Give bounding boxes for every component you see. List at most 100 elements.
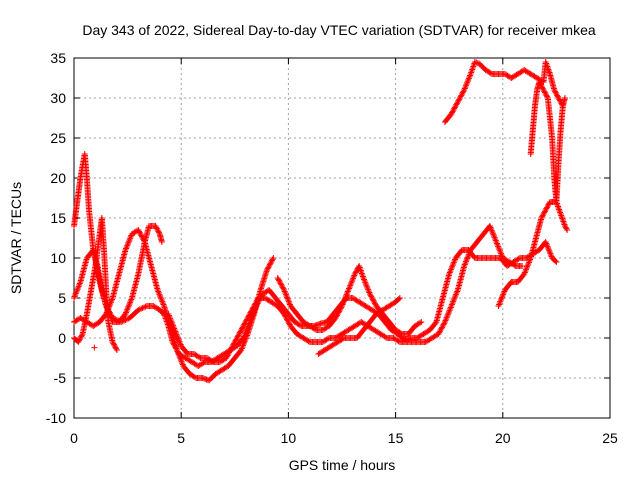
data-point <box>283 316 290 323</box>
data-point <box>253 297 260 304</box>
data-point <box>123 245 130 252</box>
data-point <box>136 306 143 313</box>
data-point <box>249 305 256 312</box>
data-point <box>543 240 550 247</box>
data-point <box>105 307 112 313</box>
data-point <box>153 224 160 231</box>
data-point <box>278 281 285 288</box>
data-point <box>459 89 466 96</box>
data-point <box>334 311 341 317</box>
data-point <box>268 257 275 264</box>
data-point <box>554 92 561 99</box>
data-point <box>515 255 522 262</box>
data-point <box>247 309 254 316</box>
data-point <box>471 59 478 65</box>
data-point <box>209 358 216 365</box>
data-point <box>280 285 287 292</box>
data-point <box>447 266 454 273</box>
data-point <box>242 319 249 325</box>
data-point <box>71 293 78 300</box>
data-point <box>157 294 164 301</box>
data-point <box>561 223 568 229</box>
data-point <box>523 265 530 272</box>
data-point <box>174 334 181 341</box>
data-point <box>155 289 162 296</box>
data-point <box>543 241 550 248</box>
data-point <box>351 271 358 277</box>
data-point <box>418 319 425 325</box>
data-point <box>492 236 499 243</box>
data-point <box>366 289 373 296</box>
data-point <box>449 109 456 116</box>
data-point <box>73 287 80 294</box>
data-point <box>360 275 367 281</box>
data-point <box>496 247 503 254</box>
data-point <box>340 298 347 305</box>
data-point <box>543 92 550 99</box>
data-point <box>74 286 81 293</box>
data-point <box>369 295 376 301</box>
data-point <box>553 259 560 265</box>
data-point <box>497 249 504 256</box>
data-point <box>248 308 255 315</box>
data-point <box>343 291 350 298</box>
data-point <box>111 343 118 349</box>
data-point <box>369 296 376 303</box>
data-point <box>241 321 248 328</box>
data-point <box>350 273 357 280</box>
data-point <box>467 72 474 79</box>
data-point <box>435 331 442 337</box>
data-point <box>177 340 184 347</box>
data-point <box>138 305 145 312</box>
data-point <box>488 225 495 232</box>
data-point <box>495 244 502 251</box>
y-axis-label: SDTVAR / TECUs <box>8 182 24 294</box>
data-point <box>121 317 128 324</box>
data-point <box>395 296 402 302</box>
data-point <box>445 310 452 317</box>
data-point <box>449 108 456 115</box>
data-point <box>311 326 318 333</box>
data-point <box>336 307 343 313</box>
data-point <box>436 328 443 335</box>
data-point <box>542 91 549 97</box>
data-point <box>453 101 460 108</box>
plot-frame <box>73 57 611 419</box>
data-point <box>252 300 259 307</box>
data-point <box>562 224 569 231</box>
x-tick-label: 25 <box>602 430 618 446</box>
data-point <box>464 78 471 85</box>
data-point <box>397 330 404 337</box>
data-point <box>451 294 458 301</box>
data-point <box>281 311 288 317</box>
data-point <box>337 305 344 312</box>
data-point <box>452 292 459 299</box>
data-point <box>284 317 291 324</box>
data-point <box>125 239 132 246</box>
data-point <box>231 339 238 345</box>
series-track-5 <box>165 223 526 365</box>
data-point <box>464 255 471 262</box>
data-point <box>243 327 250 334</box>
data-point <box>450 298 457 305</box>
data-point <box>332 315 339 321</box>
data-point <box>225 351 232 357</box>
y-tick-label: 0 <box>58 330 66 346</box>
data-point <box>170 322 177 329</box>
data-point <box>551 88 558 95</box>
data-point <box>495 303 502 309</box>
data-point <box>462 258 469 265</box>
data-point <box>251 301 258 308</box>
data-point <box>488 227 495 234</box>
data-point <box>285 298 292 305</box>
data-point <box>127 233 134 240</box>
data-point <box>238 325 245 332</box>
data-point <box>367 292 374 299</box>
data-point <box>139 235 146 241</box>
data-point <box>451 295 458 302</box>
data-point <box>230 341 237 348</box>
data-point <box>499 292 506 299</box>
data-point <box>324 335 331 342</box>
data-point <box>281 312 288 319</box>
data-point <box>172 328 179 335</box>
